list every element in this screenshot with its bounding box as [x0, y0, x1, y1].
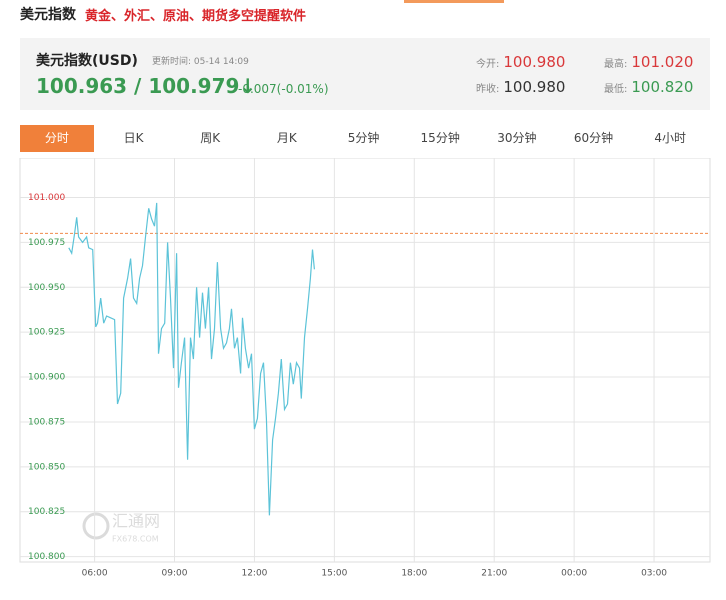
tab[interactable]: 5分钟 [326, 125, 401, 152]
tab[interactable]: 周K [173, 125, 248, 152]
update-time: 更新时间: 05-14 14:09 [152, 54, 249, 67]
low-label: 最低: [604, 84, 628, 95]
high-field: 最高: 101.020 [604, 52, 693, 71]
x-tick-label: 03:00 [641, 569, 667, 579]
quote-price: 100.963 / 100.979↓ [36, 74, 257, 98]
low-field: 最低: 100.820 [604, 77, 693, 96]
tab[interactable]: 30分钟 [480, 125, 554, 152]
x-tick-label: 15:00 [321, 569, 347, 579]
y-tick-label: 101.000 [28, 193, 65, 203]
prev-field: 昨收: 100.980 [476, 77, 565, 96]
x-tick-label: 06:00 [82, 569, 108, 579]
watermark-logo [82, 512, 110, 540]
x-tick-label: 12:00 [241, 569, 267, 579]
price-line [68, 202, 315, 516]
tab-bar: 分时 日K 周K 月K 5分钟 15分钟 30分钟 60分钟 4小时 [20, 125, 710, 152]
top-accent [404, 0, 504, 3]
promo-link[interactable]: 黄金、外汇、原油、期货多空提醒软件 [85, 9, 307, 24]
quote-name: 美元指数(USD) [36, 53, 138, 69]
y-tick-label: 100.900 [28, 373, 65, 383]
watermark-name: 汇通网 [112, 512, 160, 531]
plot-frame [19, 158, 711, 563]
tab[interactable]: 15分钟 [403, 125, 478, 152]
tab[interactable]: 4小时 [633, 125, 708, 152]
chart: 汇通网 FX678.COM 100.800 100.825 100.850 100.8… [19, 158, 711, 579]
prev-label: 昨收: [476, 84, 500, 95]
prev-value: 100.980 [503, 78, 566, 96]
tab[interactable]: 60分钟 [556, 125, 631, 152]
open-field: 今开: 100.980 [476, 52, 565, 71]
open-label: 今开: [476, 59, 500, 70]
y-tick-label: 100.850 [28, 462, 65, 472]
tab[interactable]: 月K [250, 125, 324, 152]
y-tick-label: 100.875 [28, 417, 65, 427]
y-tick-label: 100.800 [28, 552, 65, 562]
quote-panel [20, 38, 710, 110]
high-value: 101.020 [631, 53, 694, 71]
high-label: 最高: [604, 59, 628, 70]
update-value: 05-14 14:09 [193, 57, 249, 67]
x-tick-label: 21:00 [481, 569, 507, 579]
y-tick-label: 100.825 [28, 507, 65, 517]
watermark: 汇通网 FX678.COM [82, 512, 160, 544]
open-value: 100.980 [503, 53, 566, 71]
y-tick-label: 100.925 [28, 328, 65, 338]
y-tick-label: 100.950 [28, 283, 65, 293]
x-tick-label: 00:00 [561, 569, 587, 579]
tab[interactable]: 分时 [20, 125, 94, 152]
low-value: 100.820 [631, 78, 694, 96]
quote-change: -0.007(-0.01%) [238, 82, 329, 96]
x-tick-label: 09:00 [162, 569, 188, 579]
update-label: 更新时间: [152, 57, 192, 67]
watermark-site: FX678.COM [112, 535, 159, 544]
y-tick-label: 100.975 [28, 238, 65, 248]
x-tick-label: 18:00 [401, 569, 427, 579]
page-title: 美元指数 [20, 7, 76, 23]
tab[interactable]: 日K [96, 125, 171, 152]
